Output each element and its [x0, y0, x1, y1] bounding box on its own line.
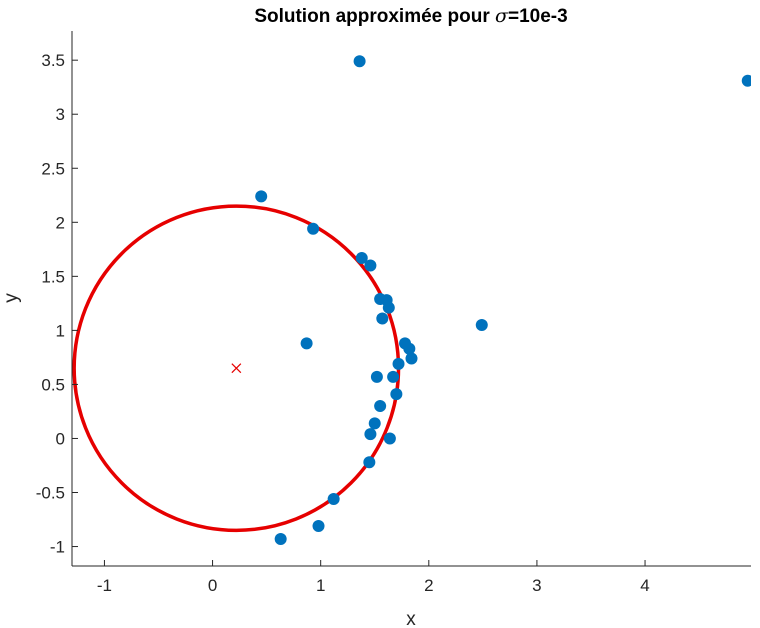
plot-area: [72, 55, 751, 545]
x-axis-label: x: [406, 609, 416, 628]
y-tick-label: 1.5: [41, 267, 65, 286]
y-tick-label: 0: [56, 429, 65, 448]
x-tick-label: 4: [640, 576, 649, 595]
data-point: [475, 318, 488, 331]
axes: -1 0 1 2 3 4 -1 -0.5 0 0.5 1 1.5 2 2.5 3 3.5: [36, 31, 751, 595]
data-point: [364, 428, 377, 441]
data-point: [382, 301, 395, 314]
data-point: [383, 432, 396, 445]
data-point: [405, 352, 418, 365]
data-point: [312, 520, 325, 533]
title-prefix: Solution approximée pour: [254, 6, 495, 27]
y-axis-label: y: [1, 293, 22, 303]
data-point: [355, 251, 368, 264]
x-tick-label: 2: [424, 576, 433, 595]
title-symbol: σ: [495, 5, 509, 27]
chart-title: Solution approximée pour σ=10e-3: [254, 5, 567, 27]
data-point: [370, 370, 383, 383]
y-tick-label: 0.5: [41, 375, 65, 394]
data-point: [374, 400, 387, 413]
data-point: [390, 388, 403, 401]
data-point: [274, 532, 287, 545]
data-point: [300, 337, 313, 350]
data-point: [255, 190, 268, 203]
data-point: [376, 312, 389, 325]
x-tick-label: 0: [208, 576, 217, 595]
x-tick-label: -1: [97, 576, 112, 595]
x-tick-label: 1: [316, 576, 325, 595]
data-point: [741, 74, 751, 87]
y-tick-label: 3.5: [41, 51, 65, 70]
y-tick-label: 2.5: [41, 159, 65, 178]
data-point: [353, 55, 366, 68]
y-tick-label: 1: [56, 321, 65, 340]
data-point: [368, 417, 381, 430]
data-point: [307, 222, 320, 235]
center-marker: [231, 363, 242, 374]
x-tick-label: 3: [532, 576, 541, 595]
data-point: [363, 456, 376, 469]
y-tick-label: 3: [56, 105, 65, 124]
y-tick-label: 2: [56, 213, 65, 232]
y-tick-label: -0.5: [36, 484, 65, 503]
center-marker-stroke: [231, 363, 242, 374]
y-tick-label: -1: [50, 538, 65, 557]
data-point: [392, 357, 405, 370]
data-point: [364, 259, 377, 272]
data-point: [403, 342, 416, 355]
title-suffix: =10e-3: [508, 6, 568, 27]
data-point: [327, 492, 340, 505]
data-point: [387, 370, 400, 383]
